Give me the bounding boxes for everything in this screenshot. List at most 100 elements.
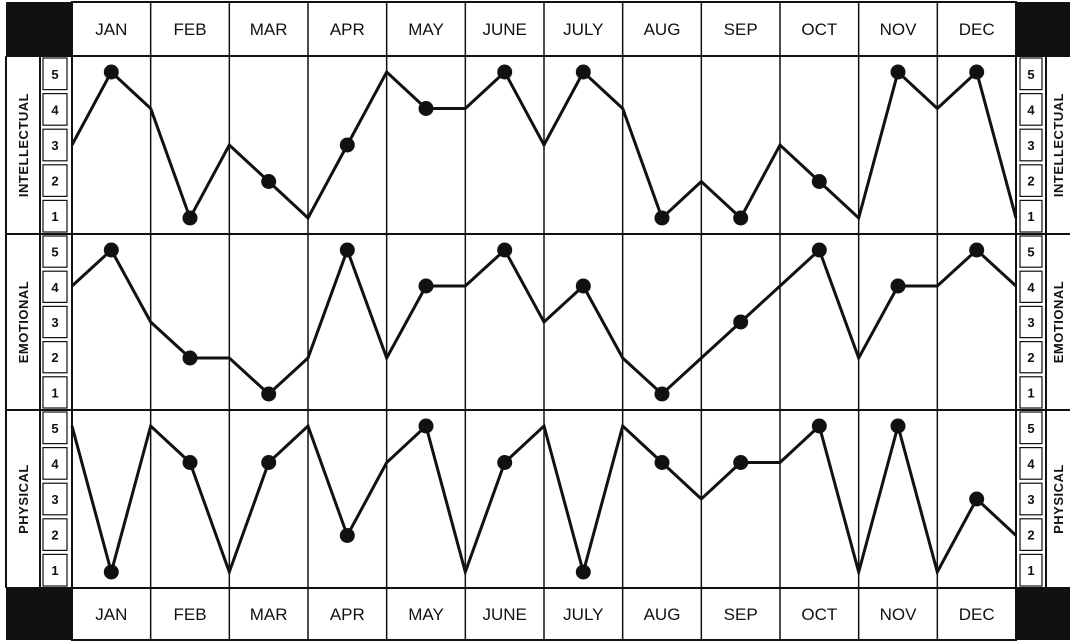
- tick-label-right: 5: [1027, 421, 1034, 436]
- tick-box-left: [42, 305, 68, 339]
- series-point-emotional: [339, 242, 355, 258]
- tick-label-right: 2: [1027, 350, 1034, 365]
- series-label-right: PHYSICAL: [1051, 464, 1066, 534]
- series-point-intellectual: [733, 210, 749, 226]
- tick-box-right: [1019, 376, 1043, 409]
- tick-box-right: [1019, 482, 1043, 516]
- tick-box-left: [42, 447, 68, 480]
- series-label-right: INTELLECTUAL: [1051, 93, 1066, 197]
- series-point-intellectual: [418, 101, 434, 116]
- series-point-physical: [497, 455, 513, 470]
- tick-label-right: 4: [1027, 456, 1035, 471]
- series-point-physical: [339, 528, 355, 543]
- tick-label-right: 1: [1027, 563, 1034, 578]
- month-header-top: JAN FEB MAR APR MAY JUNE JULY AUG SEP OCT NOV DEC: [95, 20, 994, 39]
- tick-label-left: 3: [51, 315, 58, 330]
- series-point-emotional: [182, 350, 198, 366]
- tick-box-right: [1019, 341, 1043, 374]
- tick-label-right: 4: [1027, 280, 1035, 295]
- series-point-intellectual: [261, 174, 277, 189]
- tick-box-left: [42, 341, 68, 374]
- tick-box-right: [1019, 447, 1043, 480]
- series-point-physical: [733, 455, 749, 470]
- series-point-physical: [969, 491, 985, 507]
- series-point-emotional: [654, 386, 670, 402]
- tick-box-right: [1019, 235, 1043, 268]
- tick-label-right: 3: [1027, 492, 1034, 507]
- series-point-intellectual: [969, 64, 985, 80]
- month-label-bottom: SEP: [724, 605, 758, 624]
- series-point-intellectual: [103, 64, 119, 80]
- series-point-intellectual: [497, 64, 513, 80]
- tick-label-left: 5: [51, 67, 58, 82]
- series-point-physical: [418, 418, 434, 434]
- tick-box-left: [42, 128, 68, 162]
- tick-box-right: [1019, 57, 1043, 91]
- tick-label-left: 1: [51, 563, 58, 578]
- tick-box-right: [1019, 92, 1043, 126]
- series-point-physical: [261, 455, 277, 470]
- series-point-intellectual: [654, 210, 670, 226]
- tick-label-left: 2: [51, 350, 58, 365]
- tick-label-left: 4: [51, 280, 59, 295]
- series-point-physical: [890, 418, 906, 434]
- tick-box-left: [42, 553, 68, 587]
- month-label-top: DEC: [959, 20, 995, 39]
- left-axis: 1 2 3 4 5 INTELLECTUAL 1 2 3 4 5 EMOTIONAL 1 2 3 4 5 PHYS…: [5, 56, 68, 588]
- series-label-right: EMOTIONAL: [1051, 281, 1066, 364]
- month-label-top: MAY: [408, 20, 444, 39]
- series-point-emotional: [890, 278, 906, 294]
- tick-label-right: 4: [1027, 102, 1035, 117]
- month-label-bottom: MAR: [250, 605, 288, 624]
- series-line-intellectual: [70, 69, 1018, 222]
- month-label-top: FEB: [173, 20, 206, 39]
- corner-block-bottom-right: [1016, 588, 1070, 640]
- month-label-top: NOV: [880, 20, 918, 39]
- tick-label-left: 2: [51, 528, 58, 543]
- month-label-top: JULY: [563, 20, 603, 39]
- month-label-top: MAR: [250, 20, 288, 39]
- series-point-emotional: [811, 242, 827, 258]
- tick-box-right: [1019, 305, 1043, 339]
- month-label-bottom: MAY: [408, 605, 444, 624]
- tick-box-left: [42, 411, 68, 445]
- series-point-intellectual: [182, 210, 198, 226]
- series-point-emotional: [103, 242, 119, 258]
- series-point-emotional: [575, 278, 591, 294]
- series-line-emotional: [70, 245, 1018, 397]
- tick-box-left: [42, 199, 68, 233]
- series-point-intellectual: [575, 64, 591, 80]
- tick-label-right: 5: [1027, 67, 1034, 82]
- tick-label-left: 4: [51, 456, 59, 471]
- series-point-intellectual: [811, 174, 827, 189]
- tick-label-left: 5: [51, 421, 58, 436]
- tick-label-left: 5: [51, 245, 58, 260]
- month-label-top: AUG: [644, 20, 681, 39]
- tick-box-right: [1019, 128, 1043, 162]
- month-label-top: JAN: [95, 20, 127, 39]
- tick-label-right: 3: [1027, 138, 1034, 153]
- series-label-left: INTELLECTUAL: [16, 93, 31, 197]
- series-point-emotional: [733, 314, 749, 330]
- month-label-bottom: JAN: [95, 605, 127, 624]
- month-label-bottom: DEC: [959, 605, 995, 624]
- tick-label-right: 5: [1027, 245, 1034, 260]
- tick-label-right: 2: [1027, 528, 1034, 543]
- month-label-bottom: JUNE: [482, 605, 526, 624]
- series-point-physical: [103, 564, 119, 580]
- tick-box-right: [1019, 199, 1043, 233]
- month-label-top: APR: [330, 20, 365, 39]
- series-point-physical: [811, 418, 827, 434]
- month-header-bottom: JAN FEB MAR APR MAY JUNE JULY AUG SEP OCT NOV DEC: [95, 605, 994, 624]
- series-point-physical: [654, 455, 670, 470]
- series-line-physical: [70, 420, 1018, 578]
- series-markers: [103, 64, 985, 580]
- tick-box-left: [42, 235, 68, 268]
- corner-block-top-left: [6, 2, 72, 56]
- series-point-intellectual: [890, 64, 906, 80]
- tick-label-left: 1: [51, 209, 58, 224]
- tick-box-right: [1019, 411, 1043, 445]
- month-label-bottom: OCT: [801, 605, 837, 624]
- series-point-physical: [182, 455, 198, 470]
